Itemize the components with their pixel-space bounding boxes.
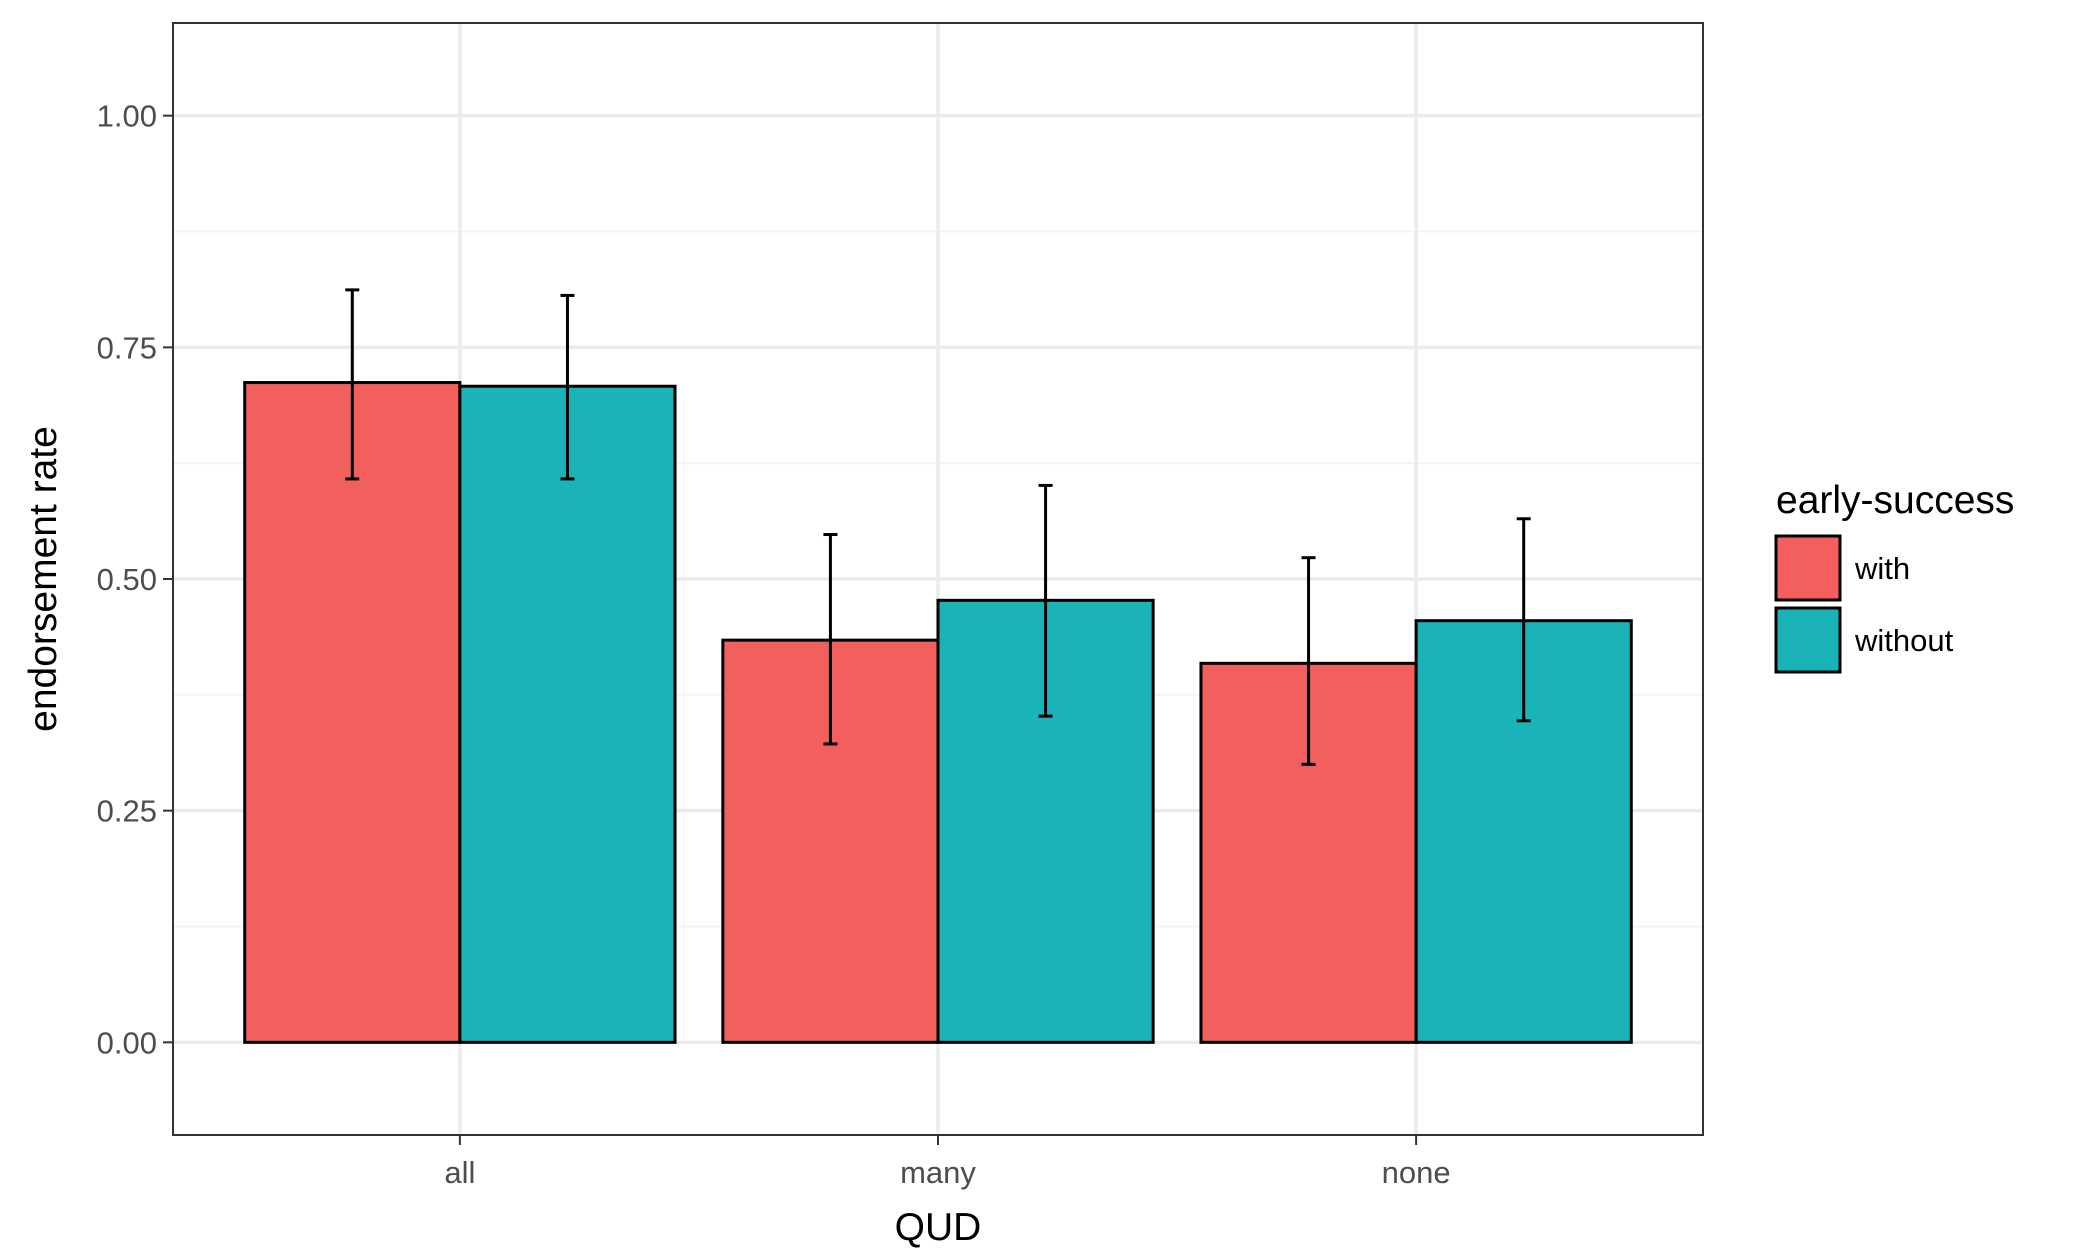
y-tick-label: 0.25 — [97, 794, 157, 829]
error-bars — [345, 288, 1531, 766]
x-axis: all many none — [444, 1135, 1451, 1190]
y-tick-label: 0.00 — [97, 1025, 157, 1060]
bar-with-all — [243, 381, 462, 1044]
x-tick-label: many — [900, 1155, 976, 1190]
legend-title: early-success — [1776, 479, 2014, 522]
y-axis-title: endorsement rate — [22, 426, 65, 732]
y-tick-label: 0.75 — [97, 330, 157, 365]
y-tick-label: 0.50 — [97, 562, 157, 597]
legend: early-success with without — [1774, 479, 2014, 674]
legend-label-without: without — [1854, 623, 1954, 658]
bar-without-all — [458, 384, 677, 1044]
legend-label-with: with — [1854, 551, 1910, 586]
y-axis: 0.00 0.25 0.50 0.75 1.00 — [97, 99, 173, 1060]
y-tick-label: 1.00 — [97, 99, 157, 134]
legend-key-with — [1774, 534, 1842, 602]
x-tick-label: none — [1382, 1155, 1451, 1190]
legend-key-without — [1774, 606, 1842, 674]
x-axis-title: QUD — [895, 1206, 982, 1249]
x-tick-label: all — [444, 1155, 475, 1190]
